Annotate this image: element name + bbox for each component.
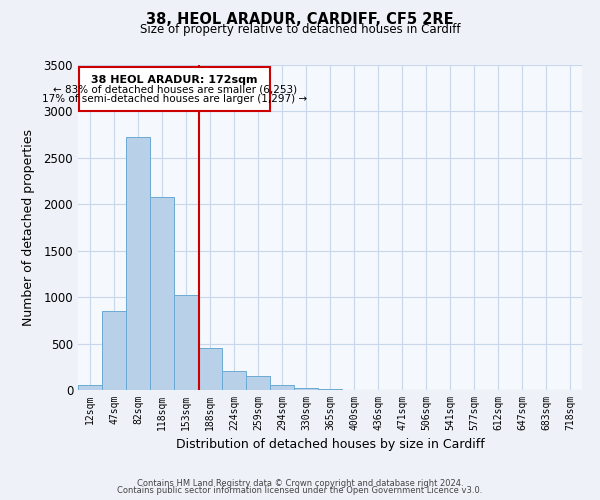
Bar: [126, 136, 150, 390]
Bar: [78, 385, 102, 390]
FancyBboxPatch shape: [79, 67, 270, 110]
Text: ← 83% of detached houses are smaller (6,253): ← 83% of detached houses are smaller (6,…: [53, 84, 296, 94]
Bar: [246, 376, 270, 390]
Text: 38 HEOL ARADUR: 172sqm: 38 HEOL ARADUR: 172sqm: [91, 75, 258, 85]
Text: Contains public sector information licensed under the Open Government Licence v3: Contains public sector information licen…: [118, 486, 482, 495]
Y-axis label: Number of detached properties: Number of detached properties: [22, 129, 35, 326]
Bar: [102, 310, 126, 390]
Text: 38, HEOL ARADUR, CARDIFF, CF5 2RE: 38, HEOL ARADUR, CARDIFF, CF5 2RE: [146, 12, 454, 28]
Text: 17% of semi-detached houses are larger (1,297) →: 17% of semi-detached houses are larger (…: [42, 94, 307, 104]
Bar: [150, 198, 174, 390]
Bar: [270, 385, 294, 390]
X-axis label: Distribution of detached houses by size in Cardiff: Distribution of detached houses by size …: [176, 438, 484, 452]
Bar: [294, 388, 318, 390]
Bar: [318, 389, 342, 390]
Bar: [174, 296, 198, 390]
Text: Size of property relative to detached houses in Cardiff: Size of property relative to detached ho…: [140, 22, 460, 36]
Bar: [222, 371, 246, 390]
Bar: [198, 348, 222, 390]
Text: Contains HM Land Registry data © Crown copyright and database right 2024.: Contains HM Land Registry data © Crown c…: [137, 478, 463, 488]
